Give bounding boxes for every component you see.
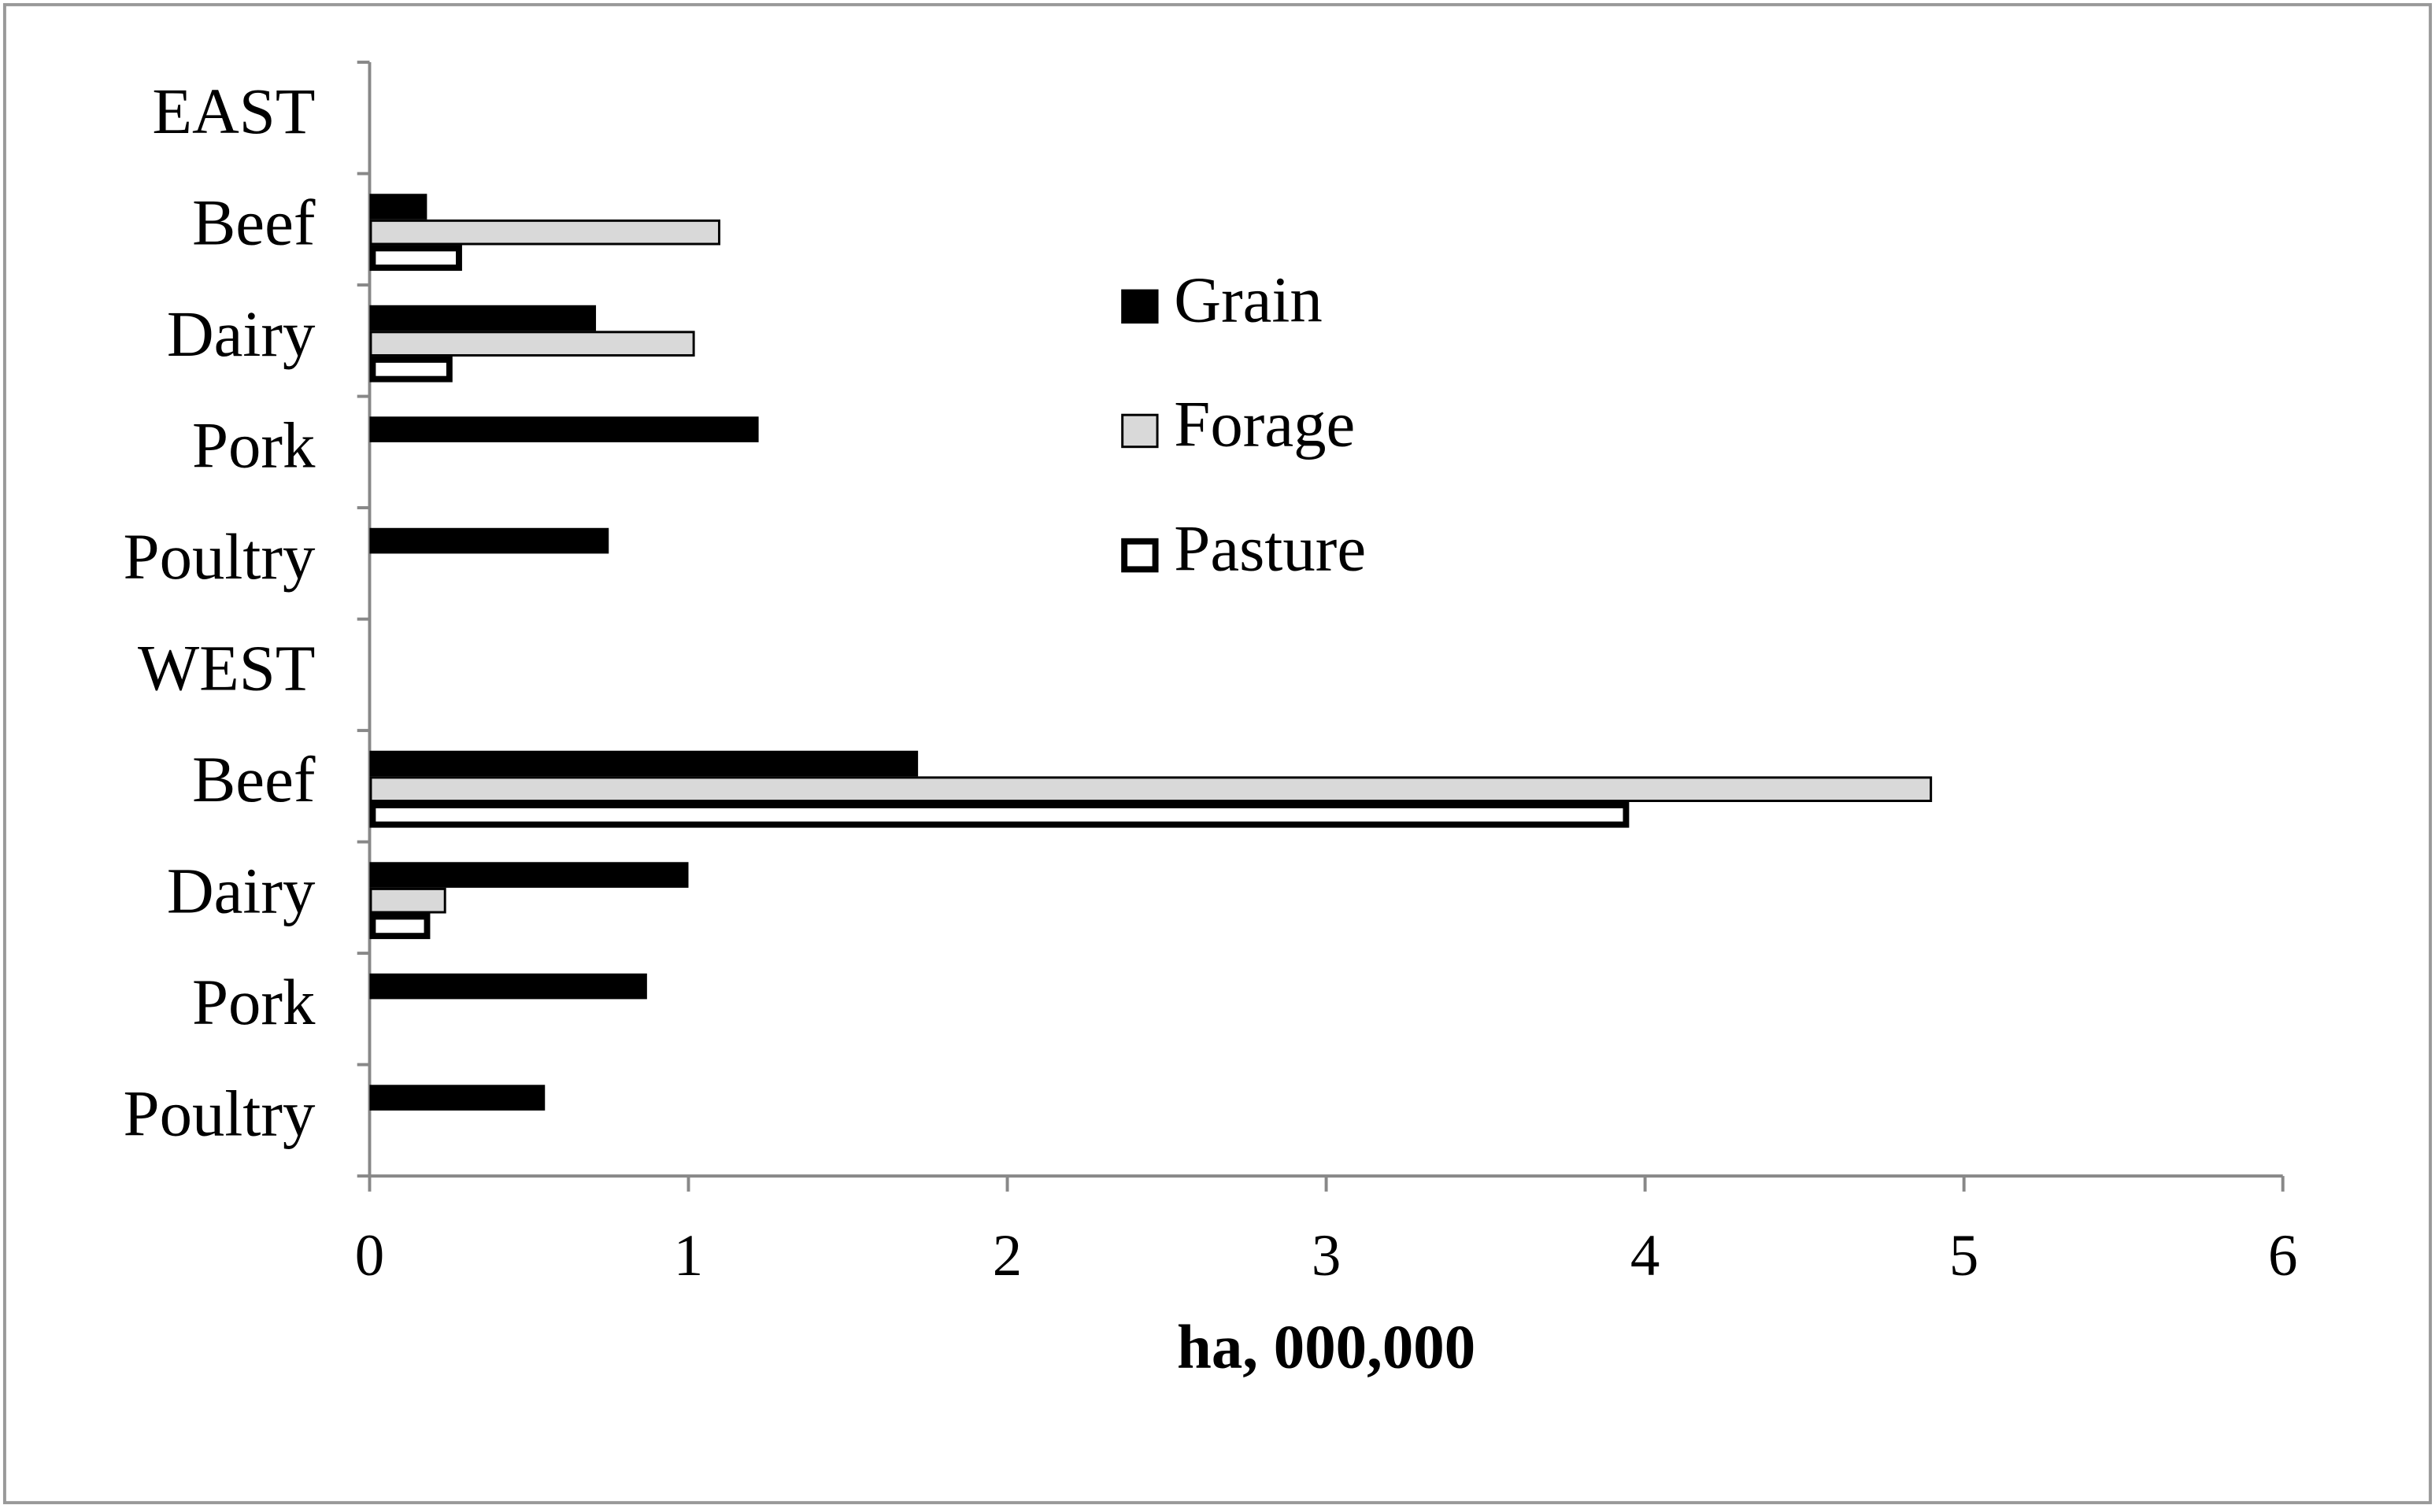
y-tick-label: Beef — [192, 186, 316, 258]
y-tick-label: WEST — [138, 631, 315, 704]
x-tick-label: 1 — [674, 1223, 703, 1288]
y-tick-label: Pork — [192, 966, 316, 1038]
bar — [369, 219, 721, 246]
bar — [369, 416, 759, 442]
bar — [369, 801, 1630, 828]
bar — [369, 776, 1933, 802]
bar — [369, 1085, 546, 1111]
bar — [369, 750, 919, 777]
y-tick-label: Poultry — [124, 1077, 316, 1149]
legend-label: Pasture — [1174, 512, 1366, 585]
x-tick-label: 4 — [1630, 1223, 1660, 1288]
bar — [369, 331, 695, 357]
legend-swatch — [1121, 413, 1159, 449]
bar — [369, 862, 689, 888]
y-tick-label: Dairy — [167, 854, 316, 926]
bar — [369, 194, 427, 220]
x-tick-label: 3 — [1312, 1223, 1341, 1288]
legend-swatch — [1121, 538, 1159, 573]
y-tick-label: Dairy — [167, 298, 316, 370]
legend-swatch — [1121, 289, 1159, 324]
bar — [369, 913, 431, 940]
x-axis-title: ha, 000,000 — [1177, 1313, 1475, 1381]
bar — [369, 973, 647, 1000]
bar — [369, 887, 446, 914]
bar — [369, 245, 462, 272]
x-tick-label: 5 — [1949, 1223, 1978, 1288]
x-tick-label: 6 — [2268, 1223, 2297, 1288]
bar — [369, 527, 609, 554]
y-tick-label: EAST — [152, 75, 315, 147]
x-tick-label: 2 — [993, 1223, 1022, 1288]
legend-label: Grain — [1174, 263, 1323, 335]
y-tick-label: Pork — [192, 408, 316, 481]
bar — [369, 356, 453, 383]
x-tick-label: 0 — [355, 1223, 384, 1288]
y-tick-label: Beef — [192, 743, 316, 815]
bar — [369, 305, 597, 331]
legend-label: Forage — [1174, 387, 1355, 460]
y-tick-label: Poultry — [124, 520, 316, 593]
